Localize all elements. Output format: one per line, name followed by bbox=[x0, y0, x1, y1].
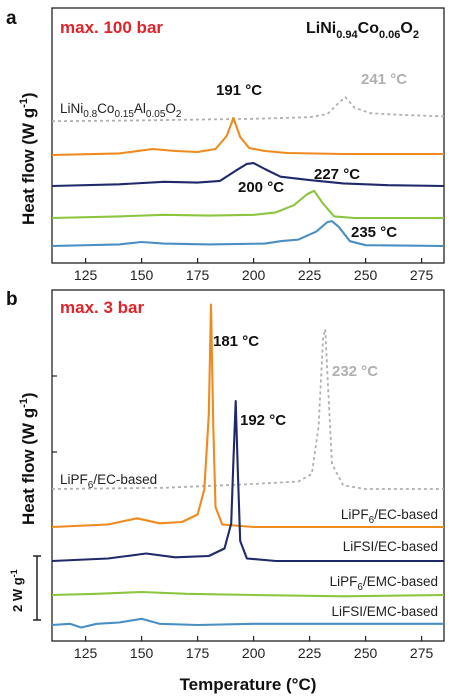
series-label-b-gray-dashed: LiPF6/EC-based bbox=[60, 472, 157, 491]
series-a-blue bbox=[51, 220, 445, 248]
x-tick-label-a: 125 bbox=[74, 267, 98, 283]
x-axis-label: Temperature (°C) bbox=[180, 675, 317, 694]
peak-label-b-orange: 181 °C bbox=[213, 333, 259, 350]
x-tick-label-a: 150 bbox=[130, 267, 154, 283]
peak-label-a-orange: 191 °C bbox=[216, 82, 262, 99]
x-tick-label-b: 125 bbox=[74, 645, 98, 661]
x-tick-label-b: 225 bbox=[298, 645, 322, 661]
series-labels-b: LiPF6/EC-based LiPF6/EC-based LiFSI/EC-bas… bbox=[60, 472, 438, 619]
series-b-blue bbox=[51, 617, 444, 629]
x-tick-label-b: 175 bbox=[186, 645, 210, 661]
y-axis-label-a: Heat flow (W g-1) bbox=[18, 92, 38, 225]
series-label-b-navy: LiFSI/EC-based bbox=[343, 539, 438, 554]
x-tick-label-b: 200 bbox=[242, 645, 266, 661]
x-ticks-b: 125 150 175 200 225 250 275 bbox=[74, 636, 434, 661]
series-a-gray-dashed bbox=[51, 96, 445, 123]
y-axis-label-b: Heat flow (W g-1) bbox=[18, 392, 38, 525]
series-b-orange bbox=[51, 303, 444, 529]
x-tick-label-b: 150 bbox=[130, 645, 154, 661]
plot-frame-a bbox=[51, 7, 445, 264]
y-ticks-b bbox=[52, 375, 57, 453]
x-tick-label-a: 200 bbox=[242, 267, 266, 283]
x-tick-label-a: 250 bbox=[354, 267, 378, 283]
reference-series-label: LiNi0.8Co0.15Al0.05O2 bbox=[60, 101, 182, 120]
peak-label-a-blue: 235 °C bbox=[351, 224, 397, 241]
series-label-b-green: LiPF6/EMC-based bbox=[330, 574, 438, 593]
series-b-green bbox=[51, 590, 445, 598]
series-b-gray-dashed bbox=[51, 328, 444, 490]
x-tick-label-a: 225 bbox=[298, 267, 322, 283]
peak-label-b-navy: 192 °C bbox=[240, 412, 286, 429]
x-tick-label-a: 275 bbox=[410, 267, 434, 283]
x-ticks-a: 125 150 175 200 225 250 275 bbox=[74, 258, 434, 283]
peak-label-b-gray: 232 °C bbox=[332, 363, 378, 380]
panel-letter-a: a bbox=[6, 8, 17, 29]
series-group-b: 232 °C 181 °C 192 °C bbox=[51, 303, 445, 629]
scale-bar: 2 W g-1 bbox=[9, 555, 41, 621]
scale-bar-label: 2 W g-1 bbox=[9, 569, 25, 612]
cathode-formula: LiNi0.94Co0.06O2 bbox=[306, 20, 419, 41]
series-a-green bbox=[51, 189, 444, 220]
series-a-navy bbox=[51, 162, 445, 188]
series-group-a: 241 °C 191 °C 200 °C 227 °C 235 °C bbox=[51, 71, 445, 248]
series-a-orange bbox=[51, 116, 444, 157]
peak-label-a-navy: 200 °C bbox=[238, 179, 284, 196]
condition-label-b: max. 3 bar bbox=[60, 298, 144, 317]
x-tick-label-b: 250 bbox=[354, 645, 378, 661]
x-tick-label-b: 275 bbox=[410, 645, 434, 661]
series-label-b-orange: LiPF6/EC-based bbox=[341, 507, 438, 526]
panel-a: a max. 100 bar LiNi0.94Co0.06O2 LiNi0.8C… bbox=[6, 7, 445, 283]
series-label-b-blue: LiFSI/EMC-based bbox=[331, 604, 438, 619]
condition-label-a: max. 100 bar bbox=[60, 18, 163, 37]
peak-label-a-green: 227 °C bbox=[314, 166, 360, 183]
panel-b: b max. 3 bar 232 °C 181 °C 192 °C LiPF6/EC… bbox=[6, 289, 445, 694]
series-b-navy bbox=[51, 399, 444, 563]
peak-label-a-gray: 241 °C bbox=[361, 71, 407, 88]
x-tick-label-a: 175 bbox=[186, 267, 210, 283]
panel-letter-b: b bbox=[6, 289, 18, 310]
plot-frame-b bbox=[51, 289, 445, 642]
